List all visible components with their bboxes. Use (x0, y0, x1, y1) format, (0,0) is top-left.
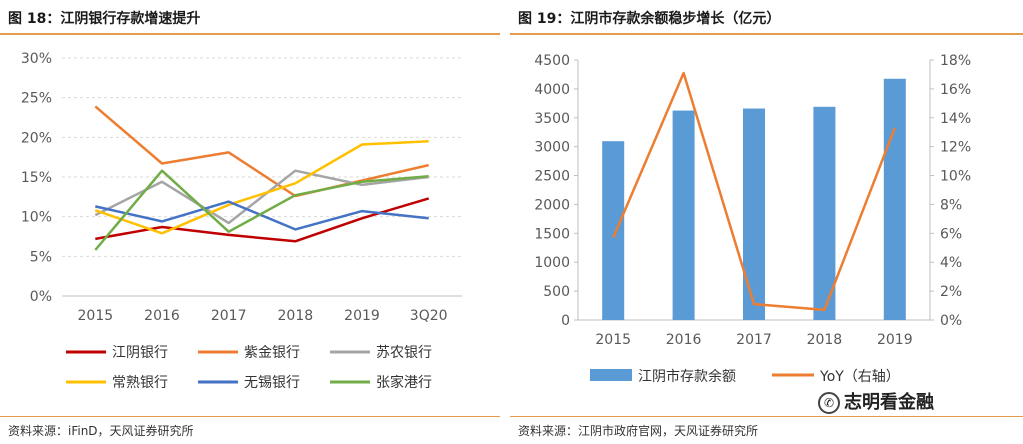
y-tick-label: 3500 (534, 111, 570, 127)
y2-tick-label: 2% (940, 284, 962, 300)
deposit-balance-bar-chart: 0 500 1000 1500 2000 2500 3000 3500 4000 4500 0% 2%… (534, 53, 971, 385)
bar (743, 108, 765, 321)
right-source-note: 资料来源：江阴市政府官网，天风证券研究所 (518, 424, 759, 438)
y-tick-label: 30% (21, 51, 52, 67)
y-tick-label: 20% (21, 130, 52, 146)
y-tick-label: 0 (561, 313, 570, 329)
yoy-line (612, 71, 896, 312)
legend-label: 江阴市存款余额 (638, 368, 736, 385)
y-tick-label: 15% (21, 170, 52, 186)
y2-tick-label: 14% (940, 111, 971, 127)
x-tick-label: 2015 (78, 308, 114, 324)
y-tick-label: 2000 (534, 197, 570, 213)
right-figure-title: 图 19：江阴市存款余额稳步增长（亿元） (518, 11, 781, 27)
x-tick-label: 2017 (211, 308, 247, 324)
x-tick-label: 2018 (807, 332, 843, 348)
right-source-rule (510, 416, 1023, 417)
bar (883, 78, 906, 321)
x-tick-label: 2019 (344, 308, 380, 324)
y2-tick-label: 10% (940, 169, 971, 185)
legend-label: YoY（右轴） (819, 369, 900, 385)
y2-tick-label: 12% (940, 140, 971, 156)
legend-label: 江阴银行 (112, 345, 168, 361)
x-tick-label: 2017 (736, 332, 772, 348)
series-line (95, 200, 429, 231)
y-tick-label: 1000 (534, 255, 570, 271)
series-line (94, 140, 429, 235)
left-source-rule (0, 416, 500, 417)
y-tick-label: 5% (30, 249, 52, 265)
x-tick-label: 2018 (278, 308, 314, 324)
y2-tick-label: 6% (940, 226, 962, 242)
series-line (94, 169, 429, 225)
y2-tick-label: 16% (940, 82, 971, 98)
y2-tick-label: 18% (940, 53, 971, 69)
y2-tick-label: 8% (940, 197, 962, 213)
y-tick-label: 0% (30, 289, 52, 305)
left-source-note: 资料来源：iFinD，天风证券研究所 (8, 424, 194, 438)
watermark: ✆ 志明看金融 (818, 388, 934, 414)
x-tick-label: 2019 (877, 332, 913, 348)
legend-swatch (590, 369, 632, 381)
y-tick-label: 2500 (534, 169, 570, 185)
legend-label: 紫金银行 (244, 345, 300, 361)
y-tick-label: 500 (543, 284, 570, 300)
wechat-icon: ✆ (818, 392, 840, 414)
x-tick-label: 2016 (666, 332, 702, 348)
x-tick-label: 3Q20 (410, 308, 448, 324)
legend-label: 无锡银行 (244, 375, 300, 391)
y-tick-label: 10% (21, 210, 52, 226)
bar (672, 110, 695, 320)
y-tick-label: 25% (21, 91, 52, 107)
y-tick-label: 4000 (534, 82, 570, 98)
right-figure: 图 19：江阴市存款余额稳步增长（亿元） 0 500 1000 1500 2000 250… (510, 0, 1023, 444)
bar (602, 141, 625, 320)
left-title-rule (0, 33, 500, 35)
y-tick-label: 1500 (534, 226, 570, 242)
y-tick-label: 4500 (534, 53, 570, 69)
x-tick-label: 2016 (144, 308, 180, 324)
legend-label: 张家港行 (376, 374, 432, 391)
right-title-rule (510, 33, 1023, 35)
y2-tick-label: 0% (940, 313, 962, 329)
deposit-growth-line-chart: 0% 5% 10% 15% 20% 25% 30% 2015 2016 2017 2018 2019 3… (21, 51, 462, 391)
bar (813, 106, 836, 320)
x-tick-label: 2015 (595, 332, 631, 348)
left-figure: 图 18：江阴银行存款增速提升 0% 5% 10% 15% 20% 25% 30% 2015 2… (0, 0, 500, 444)
legend-label: 苏农银行 (376, 345, 432, 361)
series-line (94, 169, 429, 251)
y2-tick-label: 4% (940, 255, 962, 271)
watermark-text: 志明看金融 (844, 392, 934, 413)
legend-label: 常熟银行 (112, 375, 168, 391)
y-tick-label: 3000 (534, 140, 570, 156)
left-figure-title: 图 18：江阴银行存款增速提升 (8, 11, 201, 27)
series-line (95, 197, 430, 243)
